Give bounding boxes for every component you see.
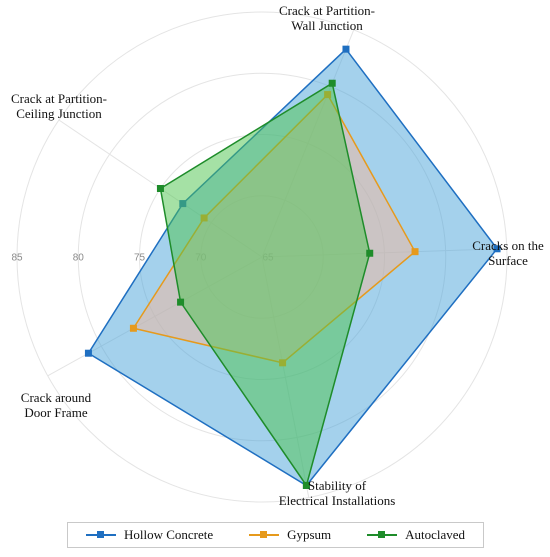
axis-label: Crack at Partition-Ceiling Junction [11, 91, 107, 121]
point-autoclaved [302, 481, 310, 489]
legend-swatch-hollow-concrete [85, 530, 116, 540]
point-hollow-concrete [84, 349, 92, 357]
legend-swatch-autoclaved [367, 530, 398, 540]
grid-ring-85 [16, 11, 508, 503]
axis-label: Crack around Door Frame [21, 390, 92, 420]
point-autoclaved [177, 298, 185, 306]
tick-label: 85 [11, 253, 23, 264]
legend-swatch-gypsum [249, 530, 280, 540]
point-autoclaved [328, 79, 336, 87]
axis-label: Cracks on the Surface [472, 238, 544, 268]
axis-label: Stability of Electrical Installations [279, 478, 396, 508]
legend-item-gypsum: Gypsum [249, 527, 331, 543]
point-gypsum [129, 324, 137, 332]
point-hollow-concrete [342, 45, 350, 53]
series-area-autoclaved [159, 82, 371, 488]
tick-label: 75 [134, 253, 146, 264]
point-autoclaved [366, 249, 374, 257]
radar-series [84, 45, 501, 489]
legend-label: Autoclaved [405, 527, 465, 542]
axis-labels: Crack at Partition-Wall Junction Cracks o… [11, 3, 544, 508]
point-autoclaved [156, 184, 164, 192]
point-gypsum [411, 248, 419, 256]
legend-label: Hollow Concrete [123, 527, 214, 542]
point-hollow-concrete [493, 245, 501, 253]
legend-item-autoclaved: Autoclaved [367, 527, 465, 543]
axis-label: Crack at Partition-Wall Junction [279, 3, 375, 33]
legend: Hollow Concrete Gypsum Autoclaved [67, 522, 484, 548]
legend-label: Gypsum [287, 527, 332, 542]
legend-item-hollow-concrete: Hollow Concrete [85, 527, 214, 543]
tick-label: 80 [73, 253, 85, 264]
